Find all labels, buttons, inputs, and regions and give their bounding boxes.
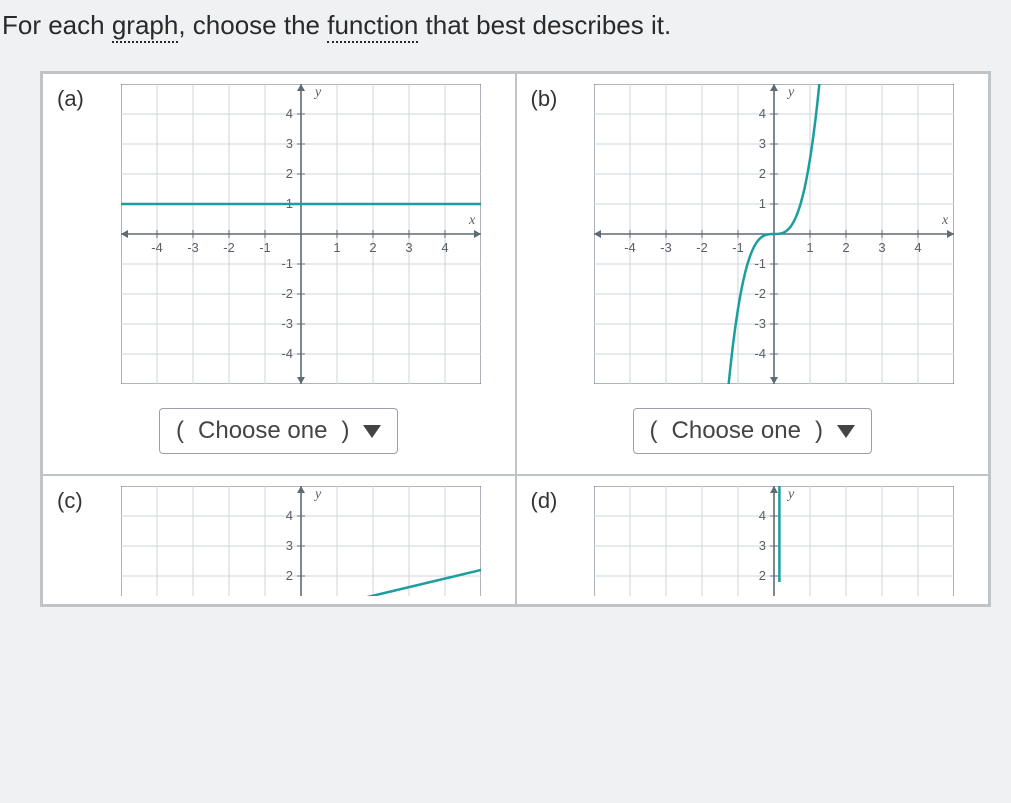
svg-text:3: 3 — [759, 136, 766, 151]
svg-text:-4: -4 — [755, 346, 767, 361]
dropdown-b-label: Choose one — [672, 417, 801, 445]
svg-text:2: 2 — [843, 240, 850, 255]
link-graph[interactable]: graph — [112, 10, 179, 43]
graphs-grid: (a) -4 -3 -2 -1 1 2 3 4 -4 -3 -2 -1 1 2 3 4 y x (Choose o… — [40, 71, 991, 607]
svg-text:4: 4 — [441, 240, 448, 255]
svg-text:-1: -1 — [732, 240, 744, 255]
graph-a: -4-3-2-11234-4-3-2-11234yx — [121, 84, 481, 384]
prompt-text-2: , choose the — [178, 10, 327, 40]
svg-text:y: y — [786, 487, 795, 502]
part-label-b: (b) — [531, 84, 575, 384]
svg-text:-3: -3 — [281, 316, 293, 331]
part-label-d: (d) — [531, 486, 575, 596]
svg-text:y: y — [786, 85, 795, 100]
graph-b: -4 -3 -2 -1 1 2 3 4 -4 -3 -2 -1 1 2 3 4 y x — [594, 84, 954, 384]
svg-text:-1: -1 — [281, 256, 293, 271]
graph-d: -4-3-2-11234y — [594, 486, 954, 596]
svg-text:-4: -4 — [281, 346, 293, 361]
svg-text:-1: -1 — [259, 240, 271, 255]
cell-a: (a) -4-3-2-11234-4-3-2-11234yx (Choose o… — [42, 73, 516, 475]
svg-text:-1: -1 — [755, 256, 767, 271]
svg-text:3: 3 — [879, 240, 886, 255]
svg-text:4: 4 — [759, 106, 766, 121]
svg-text:2: 2 — [759, 166, 766, 181]
part-label-a: (a) — [57, 84, 101, 384]
svg-text:-2: -2 — [755, 286, 767, 301]
dropdown-a-label: Choose one — [198, 417, 327, 445]
dropdown-b[interactable]: (Choose one) — [633, 408, 872, 454]
svg-text:1: 1 — [759, 196, 766, 211]
cell-b: (b) -4 -3 -2 -1 1 2 3 4 -4 -3 -2 -1 1 2 3 4 y x (Choose o… — [516, 73, 990, 475]
svg-text:4: 4 — [286, 106, 293, 121]
prompt-text-1: For each — [2, 10, 112, 40]
svg-text:-3: -3 — [755, 316, 767, 331]
svg-text:4: 4 — [759, 508, 766, 523]
part-label-c: (c) — [57, 486, 101, 596]
svg-text:4: 4 — [286, 508, 293, 523]
svg-text:y: y — [313, 487, 322, 502]
link-function[interactable]: function — [327, 10, 418, 43]
dropdown-a[interactable]: (Choose one) — [159, 408, 398, 454]
svg-text:-2: -2 — [223, 240, 235, 255]
svg-text:-4: -4 — [151, 240, 163, 255]
svg-text:y: y — [313, 85, 322, 100]
svg-text:x: x — [941, 213, 949, 228]
cell-d: (d) -4-3-2-11234y — [516, 475, 990, 605]
svg-text:3: 3 — [759, 538, 766, 553]
svg-text:3: 3 — [286, 538, 293, 553]
svg-text:-2: -2 — [696, 240, 708, 255]
svg-text:2: 2 — [286, 166, 293, 181]
svg-text:2: 2 — [286, 568, 293, 583]
svg-text:3: 3 — [405, 240, 412, 255]
chevron-down-icon — [363, 425, 381, 438]
svg-text:2: 2 — [369, 240, 376, 255]
chevron-down-icon — [837, 425, 855, 438]
svg-text:-3: -3 — [660, 240, 672, 255]
svg-text:3: 3 — [286, 136, 293, 151]
svg-text:2: 2 — [759, 568, 766, 583]
svg-text:-2: -2 — [281, 286, 293, 301]
question-prompt: For each graph, choose the function that… — [0, 10, 1011, 41]
cell-c: (c) -4-3-2-11234y — [42, 475, 516, 605]
svg-text:1: 1 — [807, 240, 814, 255]
graph-c: -4-3-2-11234y — [121, 486, 481, 596]
svg-text:-4: -4 — [624, 240, 636, 255]
prompt-text-3: that best describes it. — [418, 10, 671, 40]
svg-text:-3: -3 — [187, 240, 199, 255]
svg-text:1: 1 — [333, 240, 340, 255]
svg-text:4: 4 — [915, 240, 922, 255]
svg-text:x: x — [468, 213, 476, 228]
